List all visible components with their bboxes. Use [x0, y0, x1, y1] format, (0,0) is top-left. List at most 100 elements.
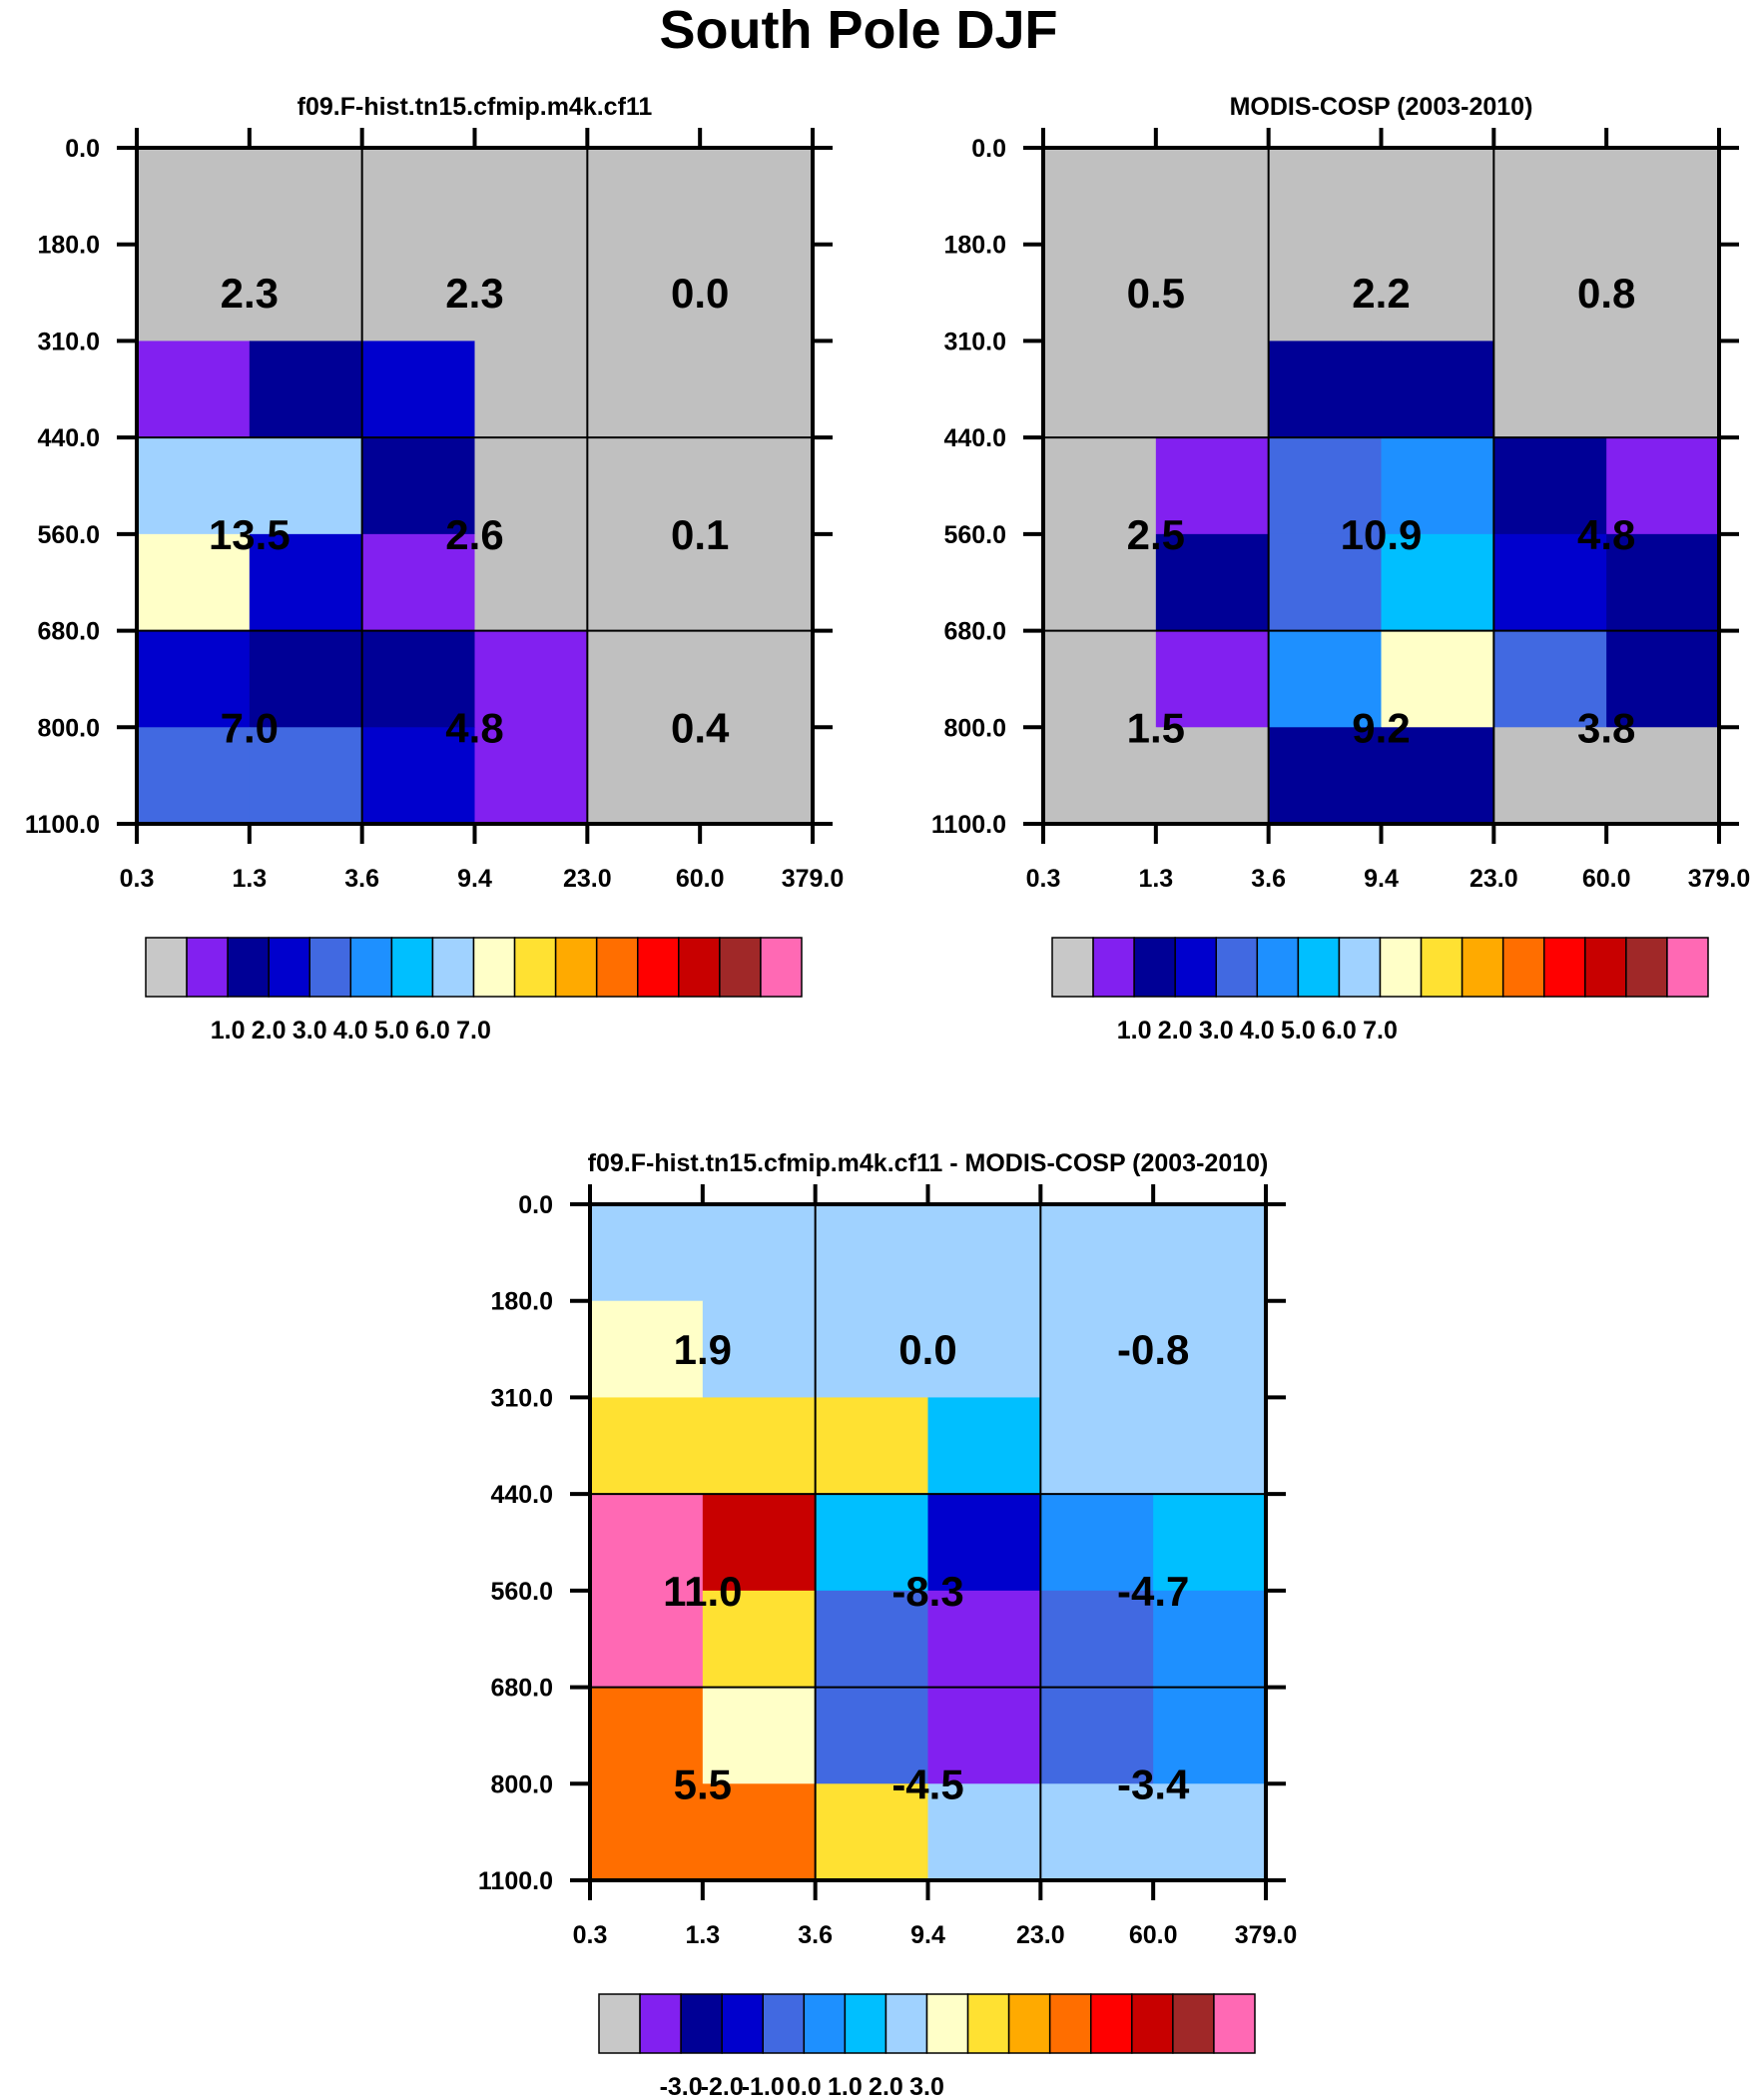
cell-value-label: 9.2: [1352, 704, 1410, 751]
cell-value-label: 2.5: [1127, 511, 1185, 558]
colorbar-swatch: [1256, 937, 1300, 998]
heatmap-cell: [700, 533, 814, 632]
heatmap-cell: [700, 244, 814, 343]
heatmap-cell: [815, 1397, 929, 1495]
colorbar-swatch: [598, 1993, 641, 2054]
heatmap-cell: [587, 244, 701, 343]
colorbar-swatch: [1625, 937, 1668, 998]
x-tick-label: 9.4: [910, 1921, 945, 1949]
colorbar-swatch: [721, 1993, 764, 2054]
heatmap-cell: [1043, 533, 1157, 632]
cell-value-label: 1.9: [674, 1326, 732, 1373]
heatmap-cell: [361, 533, 476, 632]
heatmap-cell: [1493, 630, 1607, 728]
heatmap-cell: [1493, 244, 1607, 343]
colorbar-swatch: [639, 1993, 682, 2054]
heatmap-cell: [1153, 1590, 1267, 1689]
heatmap-cell: [702, 1300, 817, 1399]
x-tick-label: 379.0: [782, 865, 845, 893]
heatmap-cell: [927, 1494, 1041, 1592]
x-tick-label: 3.6: [798, 1921, 833, 1949]
heatmap-cell: [474, 341, 588, 438]
colorbar-swatch: [637, 937, 680, 998]
colorbar-swatch: [803, 1993, 847, 2054]
x-tick-label: 1.3: [1138, 865, 1173, 893]
colorbar-swatch: [1338, 937, 1382, 998]
heatmap-cell: [927, 1300, 1041, 1399]
y-tick-label: 440.0: [943, 424, 1006, 452]
colorbar-swatch: [1215, 937, 1259, 998]
heatmap-cell: [361, 148, 476, 246]
y-tick-label: 180.0: [943, 232, 1006, 260]
heatmap-cell: [361, 630, 476, 728]
cell-value-label: 2.6: [445, 511, 503, 558]
y-tick-label: 560.0: [490, 1578, 553, 1606]
heatmap-cell: [1606, 630, 1720, 728]
heatmap-cell: [474, 630, 588, 728]
heatmap-cell: [1268, 244, 1383, 343]
y-tick-label: 680.0: [943, 618, 1006, 646]
colorbar-swatch: [1131, 1993, 1174, 2054]
heatmap-cell: [700, 437, 814, 535]
colorbar-label: 6.0: [1322, 1017, 1357, 1045]
colorbar-swatch: [268, 937, 310, 998]
heatmap-cell: [590, 1687, 704, 1784]
x-tick-label: 0.3: [573, 1921, 608, 1949]
colorbar-label: 0.0: [787, 2073, 822, 2100]
heatmap-cell: [700, 727, 814, 825]
colorbar-swatch: [554, 937, 598, 998]
heatmap-cell: [137, 244, 251, 343]
colorbar-swatch: [1048, 1993, 1092, 2054]
colorbar-label: 6.0: [415, 1017, 450, 1045]
heatmap-cell: [1043, 244, 1157, 343]
colorbar-swatch: [1090, 1993, 1133, 2054]
colorbar-swatch: [513, 937, 557, 998]
heatmap-cell: [249, 148, 363, 246]
heatmap-cell: [927, 1687, 1041, 1784]
heatmap-cell: [249, 437, 363, 535]
heatmap-cell: [1606, 727, 1720, 825]
colorbar-swatch: [431, 937, 475, 998]
heatmap-cell: [1381, 437, 1494, 535]
heatmap-cell: [1040, 1494, 1154, 1592]
colorbar-swatch: [1379, 937, 1423, 998]
y-tick-label: 180.0: [37, 232, 100, 260]
y-tick-label: 680.0: [37, 618, 100, 646]
heatmap-cell: [927, 1783, 1041, 1881]
heatmap-cell: [927, 1397, 1041, 1495]
colorbar-swatch: [1007, 1993, 1051, 2054]
heatmap-cell: [1493, 148, 1607, 246]
y-tick-label: 680.0: [490, 1675, 553, 1703]
colorbar: 1.0 2.0 3.0 4.0 5.0 6.0 7.0: [1051, 937, 1709, 1045]
y-tick-label: 180.0: [490, 1288, 553, 1316]
heatmap-cell: [1155, 533, 1270, 632]
cell-value-label: 1.5: [1127, 704, 1185, 751]
heatmap-cell: [1493, 533, 1607, 632]
colorbar-swatch: [1051, 937, 1094, 998]
heatmap-cell: [1155, 148, 1270, 246]
x-tick-label: 1.3: [232, 865, 267, 893]
heatmap-cell: [137, 341, 251, 438]
colorbar-label: -1.0: [742, 2073, 785, 2100]
heatmap-cell: [249, 727, 363, 825]
y-tick-label: 800.0: [490, 1770, 553, 1798]
heatmap-cell: [1043, 630, 1157, 728]
panel-title: f09.F-hist.tn15.cfmip.m4k.cf11 - MODIS-C…: [588, 1149, 1269, 1177]
heatmap-cell: [1493, 341, 1607, 438]
colorbar-label: 1.0: [828, 2073, 863, 2100]
heatmap-cell: [1153, 1783, 1267, 1881]
heatmap-cell: [1155, 727, 1270, 825]
colorbar-label: 5.0: [374, 1017, 409, 1045]
colorbar-swatch: [472, 937, 516, 998]
cell-value-label: 2.3: [221, 270, 279, 317]
heatmap-cell: [700, 341, 814, 438]
colorbar-swatch: [884, 1993, 928, 2054]
colorbar-swatch: [308, 937, 352, 998]
heatmap-cell: [1268, 437, 1383, 535]
heatmap-cell: [1381, 341, 1494, 438]
heatmap-cell: [137, 148, 251, 246]
colorbar-swatch: [145, 937, 188, 998]
heatmap-cell: [815, 1783, 929, 1881]
x-tick-label: 0.3: [1026, 865, 1061, 893]
colorbar-label: 1.0: [1117, 1017, 1152, 1045]
